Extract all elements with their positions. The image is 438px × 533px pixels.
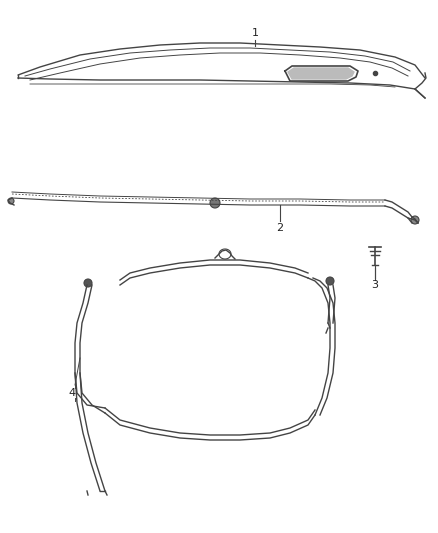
Text: 1: 1 [251,28,258,38]
Circle shape [411,216,419,224]
Circle shape [326,277,334,285]
Text: 3: 3 [371,280,378,290]
Polygon shape [288,68,354,79]
Circle shape [210,198,220,208]
Text: 4: 4 [68,388,76,398]
Circle shape [84,279,92,287]
Circle shape [8,198,14,204]
Text: 2: 2 [276,223,283,233]
